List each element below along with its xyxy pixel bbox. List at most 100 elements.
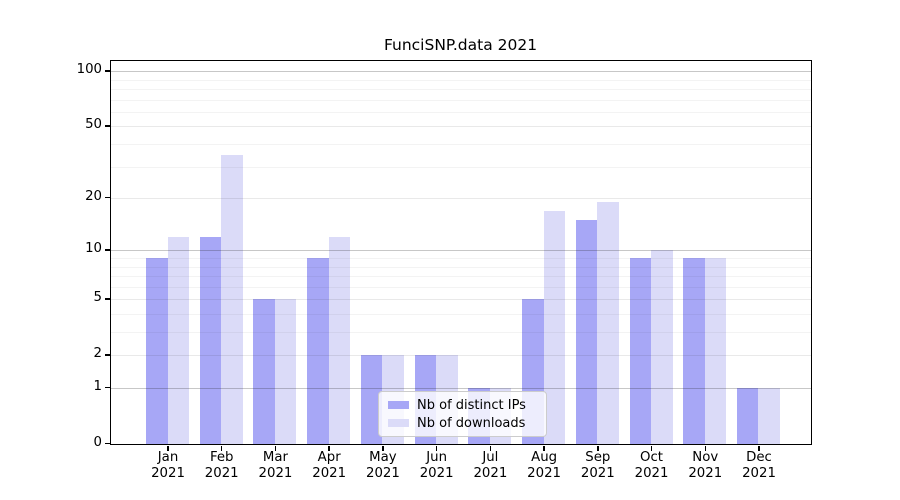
y-tick-label-0: 0: [93, 435, 102, 450]
x-tick-label-oct: Oct 2021: [622, 450, 682, 482]
y-tick-label-5: 5: [93, 290, 102, 306]
gridline-20: [111, 198, 811, 200]
bar-downloads-feb: [221, 154, 243, 444]
x-tick-label-feb: Feb 2021: [192, 450, 252, 482]
bar-downloads-sep: [597, 202, 619, 444]
x-tick-month: Oct: [640, 450, 664, 465]
x-tick-year: 2021: [151, 466, 185, 481]
legend: Nb of distinct IPs Nb of downloads: [378, 391, 547, 437]
y-tick-mark: [105, 70, 110, 72]
gridline-30: [111, 166, 811, 168]
legend-item-downloads: Nb of downloads: [388, 416, 538, 431]
x-tick-month: Sep: [585, 450, 611, 465]
x-tick-mark: [328, 446, 330, 451]
y-tick-label-20: 20: [85, 189, 102, 205]
gridline-40: [111, 144, 811, 146]
legend-swatch-distinct-ips-icon: [388, 401, 409, 409]
x-tick-mark: [543, 446, 545, 451]
x-tick-year: 2021: [365, 466, 400, 481]
gridline-90: [111, 79, 811, 81]
y-tick-label-1: 1: [93, 379, 102, 394]
y-tick-mark: [105, 354, 110, 356]
bar-downloads-aug: [543, 210, 566, 444]
x-tick-year: 2021: [473, 466, 508, 481]
x-tick-year: 2021: [527, 466, 561, 481]
x-tick-label-jul: Jul 2021: [460, 450, 520, 482]
x-tick-label-apr: Apr 2021: [299, 450, 359, 482]
chart-title: FunciSNP.data 2021: [383, 36, 538, 54]
bar-distinct-ips-feb: [199, 236, 222, 444]
y-tick-mark: [105, 249, 110, 251]
x-tick-year: 2021: [419, 466, 454, 481]
x-tick-month: May: [369, 450, 397, 465]
bar-downloads-apr: [328, 236, 351, 444]
bar-distinct-ips-may: [360, 355, 383, 444]
bar-distinct-ips-jan: [146, 258, 168, 444]
x-tick-mark: [489, 446, 492, 451]
y-tick-mark: [105, 443, 110, 445]
x-tick-year: 2021: [312, 466, 347, 481]
y-tick-label-10: 10: [85, 241, 102, 257]
y-tick-mark: [105, 298, 110, 300]
x-tick-label-may: May 2021: [353, 450, 413, 482]
bar-downloads-jan: [167, 236, 189, 444]
bar-distinct-ips-oct: [629, 258, 652, 444]
legend-item-distinct-ips: Nb of distinct IPs: [388, 398, 538, 413]
y-tick-mark: [105, 387, 110, 389]
gridline-80: [111, 89, 811, 91]
y-tick-mark: [105, 197, 110, 199]
x-tick-year: 2021: [634, 466, 669, 481]
x-tick-month: Feb: [209, 450, 234, 465]
legend-label-distinct-ips: Nb of distinct IPs: [417, 397, 526, 413]
x-tick-month: Apr: [317, 450, 341, 465]
x-tick-mark: [758, 446, 760, 451]
legend-swatch-downloads-icon: [388, 419, 409, 427]
y-tick-label-2: 2: [93, 346, 102, 362]
x-tick-month: Jun: [426, 450, 448, 465]
bar-downloads-dec: [758, 388, 780, 444]
x-tick-mark: [382, 446, 384, 451]
x-tick-year: 2021: [688, 466, 723, 481]
x-tick-mark: [167, 446, 169, 451]
x-tick-month: Dec: [746, 450, 772, 465]
x-tick-label-sep: Sep 2021: [568, 450, 628, 482]
x-tick-mark: [274, 446, 277, 451]
bar-distinct-ips-sep: [575, 220, 598, 444]
bar-downloads-oct: [651, 250, 673, 444]
x-tick-mark: [650, 446, 653, 451]
x-tick-mark: [704, 446, 706, 451]
x-tick-label-dec: Dec 2021: [729, 450, 789, 482]
x-tick-label-jan: Jan 2021: [138, 450, 198, 482]
x-tick-month: Jan: [157, 450, 179, 465]
x-tick-month: Jul: [482, 450, 499, 465]
gridline-50: [111, 126, 811, 128]
plot-area: [110, 60, 812, 445]
x-tick-year: 2021: [204, 466, 239, 481]
gridline-100: [111, 71, 811, 73]
x-tick-year: 2021: [258, 466, 293, 481]
gridline-60: [111, 111, 811, 113]
x-tick-mark: [221, 446, 223, 451]
x-tick-label-nov: Nov 2021: [675, 450, 735, 482]
x-tick-mark: [435, 446, 438, 451]
legend-label-downloads: Nb of downloads: [417, 415, 526, 431]
bar-distinct-ips-mar: [253, 299, 275, 444]
x-tick-mark: [597, 446, 599, 451]
x-tick-year: 2021: [742, 466, 776, 481]
bar-downloads-mar: [274, 299, 297, 444]
x-tick-label-mar: Mar 2021: [245, 450, 305, 482]
gridline-70: [111, 99, 811, 101]
x-tick-month: Aug: [531, 450, 558, 465]
y-tick-mark: [105, 125, 110, 127]
x-tick-year: 2021: [580, 466, 615, 481]
x-tick-month: Mar: [262, 450, 288, 465]
bar-downloads-nov: [704, 258, 727, 444]
x-tick-label-aug: Aug 2021: [514, 450, 574, 482]
y-tick-label-100: 100: [76, 62, 102, 78]
x-tick-label-jun: Jun 2021: [407, 450, 467, 482]
y-tick-label-50: 50: [85, 117, 102, 133]
bar-distinct-ips-dec: [736, 388, 759, 444]
x-tick-month: Nov: [692, 450, 719, 465]
bar-distinct-ips-apr: [307, 258, 329, 444]
